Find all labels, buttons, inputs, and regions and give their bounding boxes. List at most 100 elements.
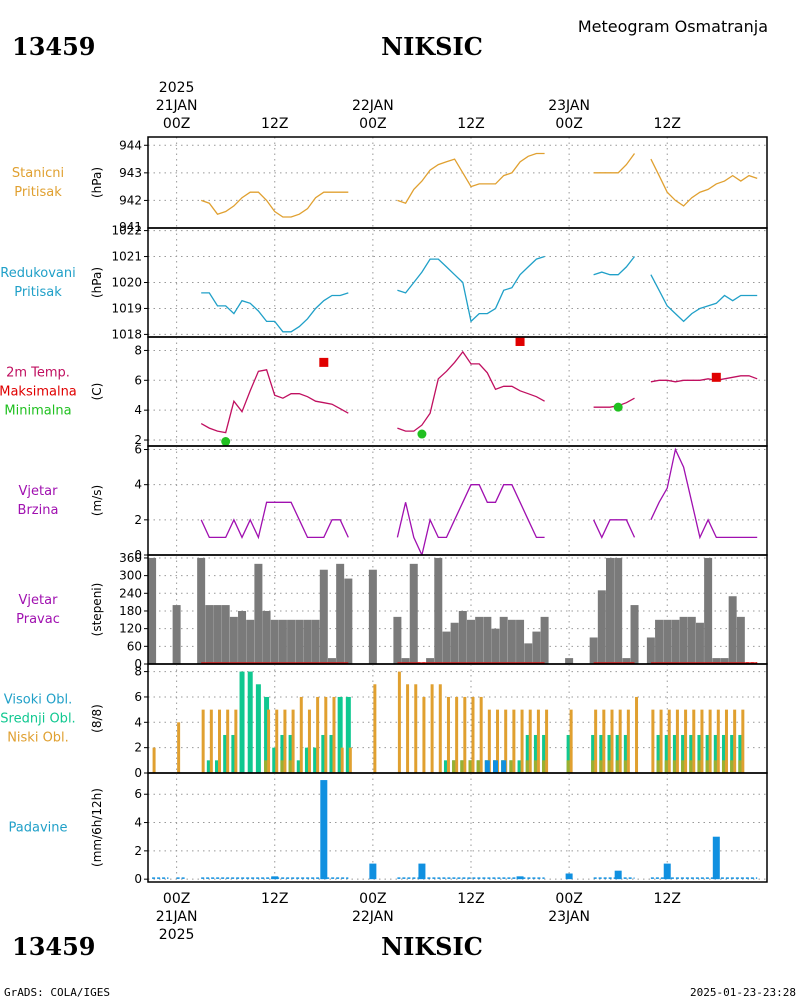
wind-direction-bar [606,557,615,664]
cloud-bar [684,709,688,773]
series-line [397,350,545,432]
cloud-bar [689,760,693,773]
series-line [200,191,349,218]
time-date-top: 21JAN [156,98,198,114]
cloud-bar [288,760,292,773]
panel-label: Pravac [16,612,60,627]
cloud-bar [438,684,442,773]
y-tick-label: 0 [134,548,142,562]
cloud-bar [738,734,744,773]
station-id-bottom: 13459 [12,932,96,961]
panel-label: Pritisak [14,185,62,200]
cloud-bar [713,734,719,773]
cloud-bar [247,671,253,773]
wind-direction-bar [728,596,737,664]
time-date-top: 22JAN [352,98,394,114]
wind-direction-bar [712,658,721,664]
wind-direction-bar [540,616,549,664]
cloud-bar [463,696,467,773]
series-line [650,158,758,207]
wind-direction-bar [499,616,508,664]
plot-area [200,447,758,555]
wind-direction-bar [336,563,345,664]
wind-direction-bar [466,619,475,664]
min-temp-marker [417,429,427,439]
panel-label: Vjetar [19,484,59,499]
cloud-bar [615,760,619,773]
wind-direction-bar [687,616,696,664]
y-tick-label: 6 [134,690,142,704]
series-line [650,274,758,323]
series-line [650,447,758,540]
wind-direction-bar [655,619,664,664]
wind-direction-bar [491,628,500,664]
cloud-bar [272,747,278,773]
cloud-bar [337,696,343,773]
cloud-bar [672,760,676,773]
cloud-bar [226,709,230,773]
cloud-bar [517,760,523,773]
cloud-bar [452,760,456,773]
panel-label: Stanicni [12,166,64,181]
cloud-bar [239,671,245,773]
cloud-bar [397,671,401,773]
panel-label: Maksimalna [0,385,77,400]
wind-direction-bar [238,610,247,664]
y-tick-label: 1020 [111,276,142,290]
cloud-bar [332,696,336,773]
cloud-bar [713,760,717,773]
time-hour-bottom: 00Z [359,891,386,907]
cloud-bar [231,734,237,773]
panel-frame [147,136,768,229]
wind-direction-bar [663,619,672,664]
cloud-bar [484,760,490,773]
cloud-bar [509,760,513,773]
y-tick-label: 2 [134,513,142,527]
y-tick-label: 1018 [111,327,142,341]
cloud-bar [672,734,678,773]
series-line [593,519,636,539]
series-line [396,484,545,555]
cloud-bar [525,760,529,773]
panel-label: Vjetar [19,593,59,608]
panel-unit-label: (hPa) [90,167,104,198]
time-hour-bottom: 12Z [261,891,288,907]
wind-direction-bar [671,619,680,664]
cloud-bar [512,709,516,773]
cloud-bar [566,760,570,773]
wind-direction-bar [229,616,238,664]
cloud-bar [667,709,671,773]
wind-direction-bar [246,619,255,664]
wind-direction-bar [630,605,639,664]
cloud-bar [234,709,238,773]
cloud-bar [520,709,524,773]
cloud-bar [414,684,418,773]
wind-direction-bar [401,658,410,664]
cloud-bar [209,709,213,773]
panel-unit-label: (C) [90,383,104,401]
plot-area [148,557,758,664]
plot-area [152,671,745,773]
time-date-bottom: 22JAN [352,909,394,925]
cloud-bar [664,734,670,773]
cloud-bar [656,734,662,773]
cloud-bar [681,734,687,773]
panel-label: Padavine [9,821,68,836]
y-tick-label: 2 [134,741,142,755]
wind-direction-bar [148,557,157,664]
station-name-bottom: NIKSIC [381,932,483,961]
cloud-bar [569,709,573,773]
y-tick-label: 941 [119,220,142,234]
cloud-bar [692,709,696,773]
cloud-bar [675,709,679,773]
cloud-bar [533,734,539,773]
cloud-bar [599,760,603,773]
panel-unit-label: (hPa) [90,267,104,298]
cloud-bar [528,709,532,773]
cloud-bar [635,696,639,773]
panel-label: Brzina [18,503,59,518]
panel-unit-label: (m/s) [90,485,104,516]
cloud-bar [626,709,630,773]
cloud-bar [476,760,480,773]
cloud-bar [721,734,727,773]
